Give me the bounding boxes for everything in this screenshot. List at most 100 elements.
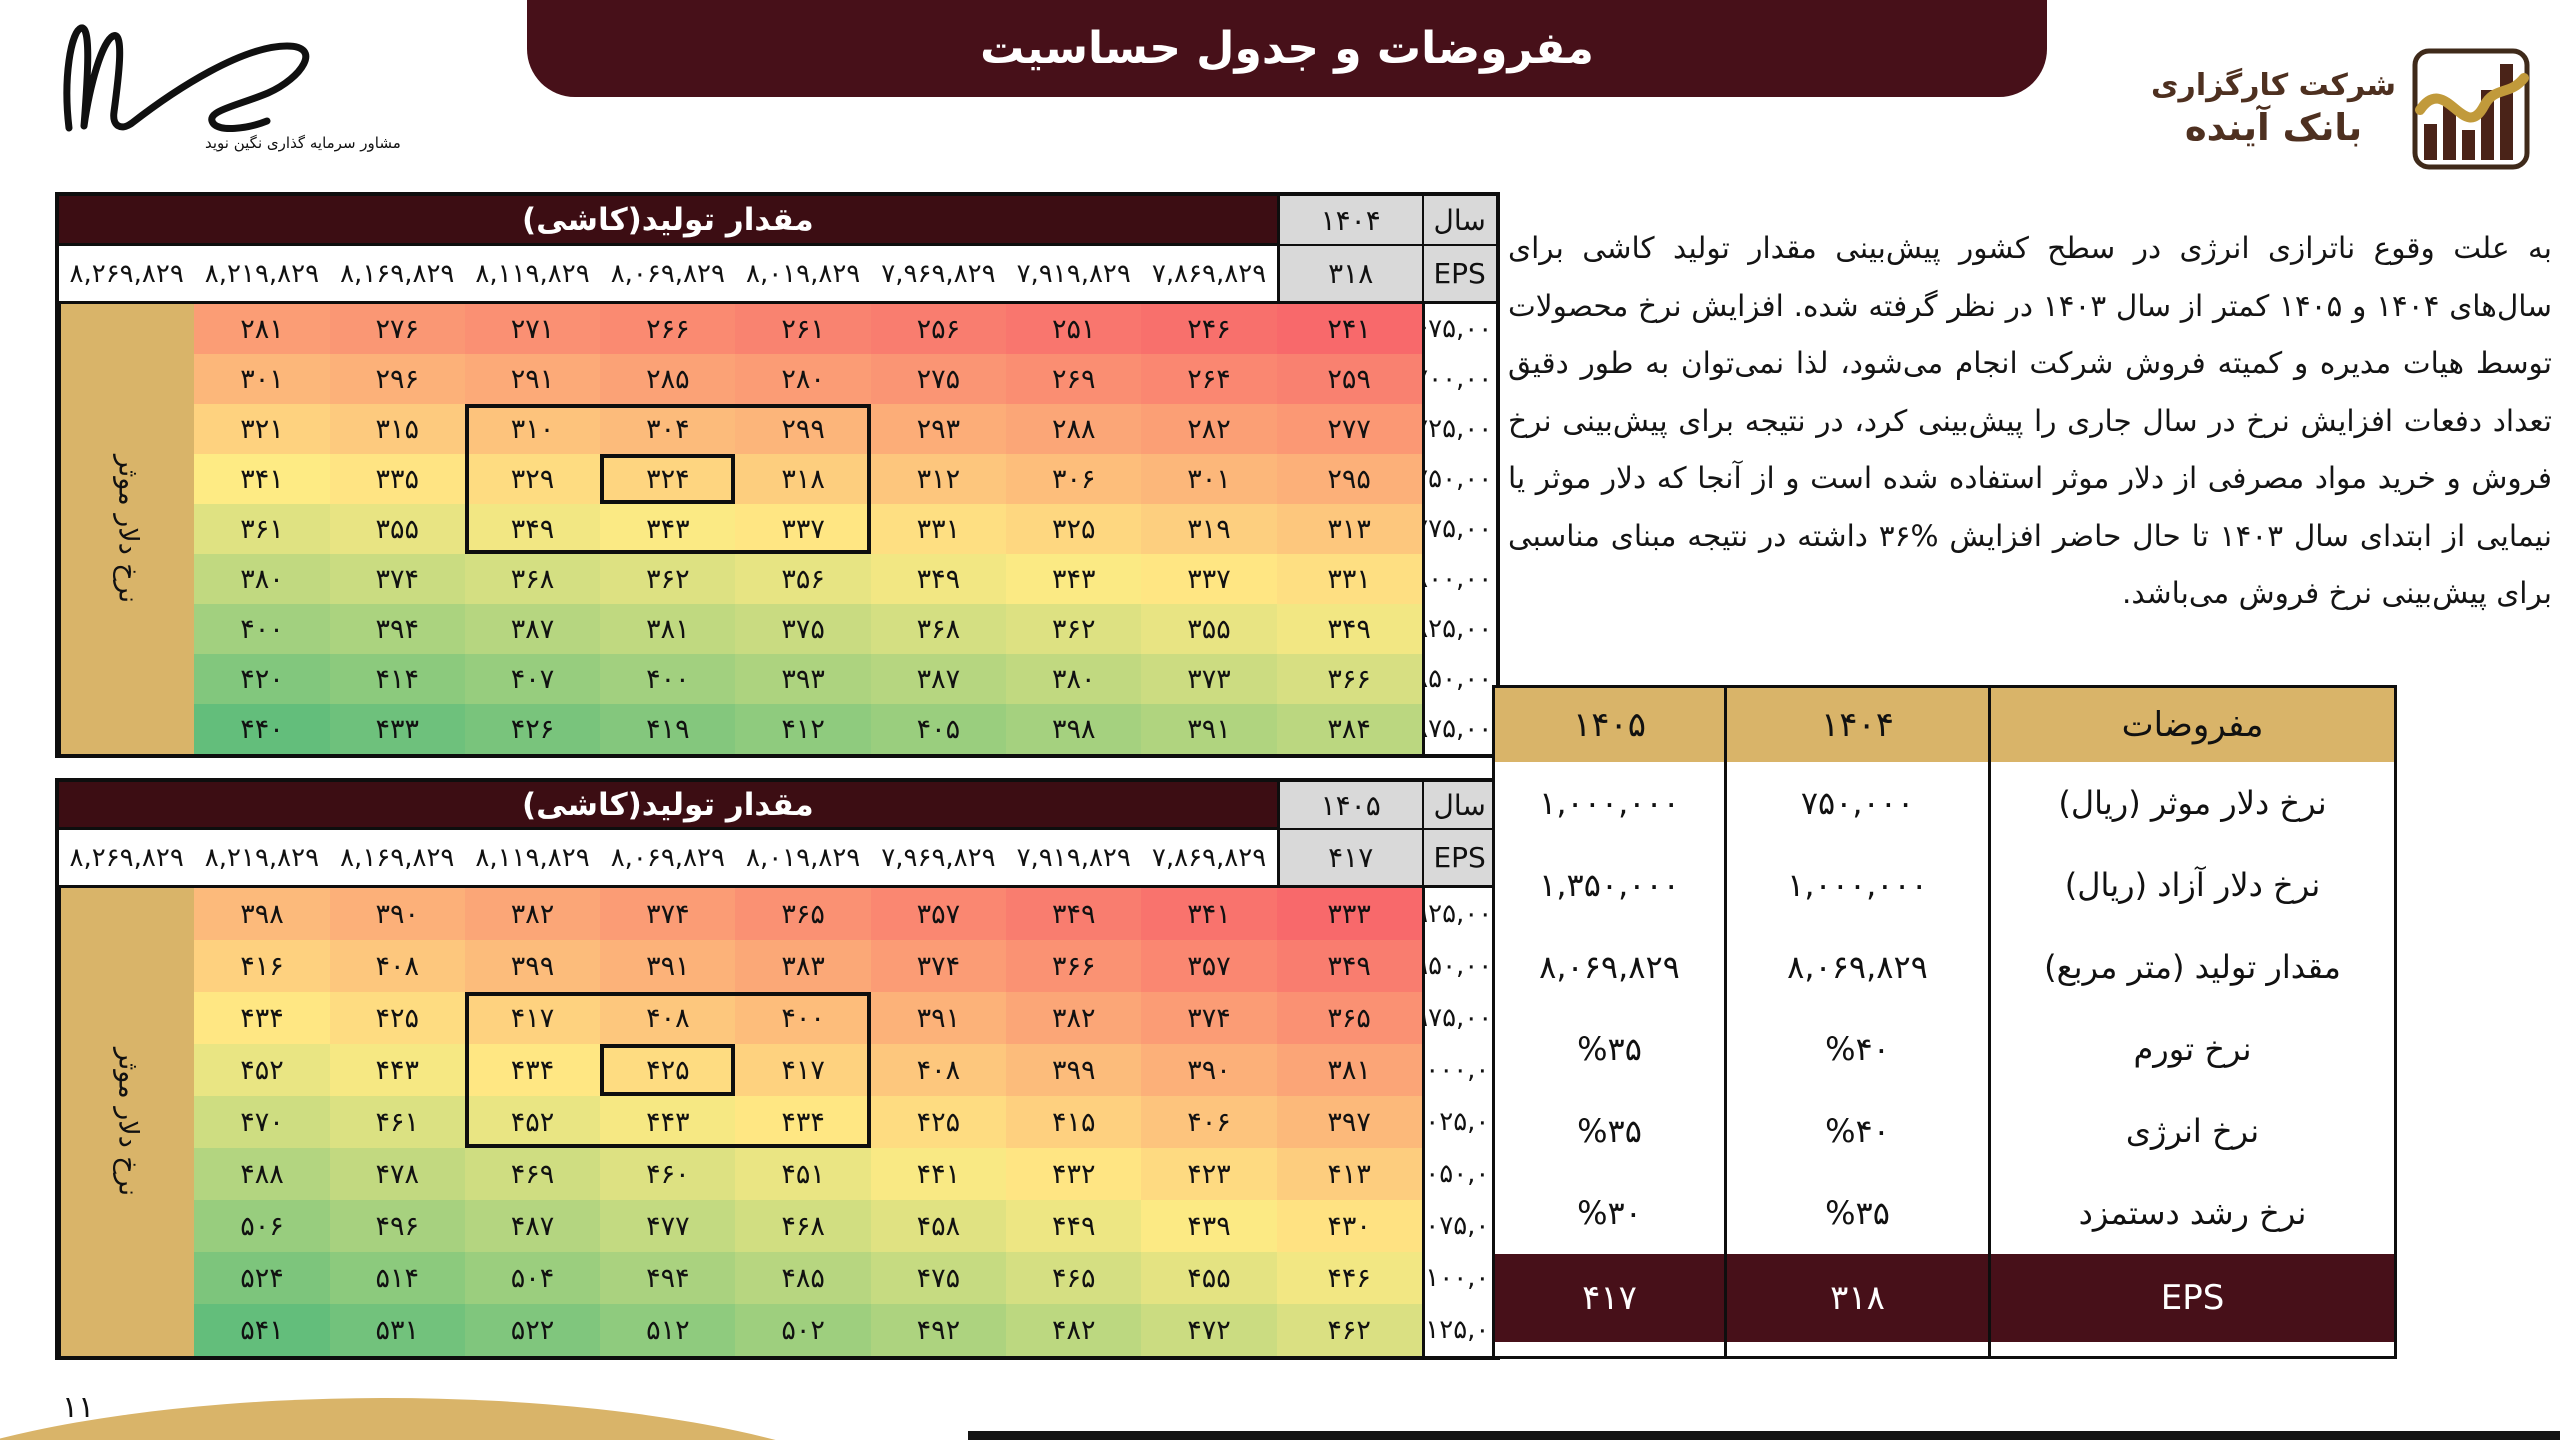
heatmap-cell: ۳۹۱ xyxy=(1141,704,1277,754)
heatmap-cell: ۴۱۲ xyxy=(735,704,871,754)
heatmap-cell: ۳۸۴ xyxy=(1276,704,1422,754)
heatmap-cell: ۴۳۴ xyxy=(735,1096,871,1148)
heatmap-cell: ۳۴۹ xyxy=(1276,604,1422,654)
heatmap-cell: ۴۱۷ xyxy=(735,1044,871,1096)
heatmap-cell: ۳۷۴ xyxy=(870,940,1007,992)
heatmap-cell: ۴۰۶ xyxy=(1141,1096,1277,1148)
broker-barchart-icon xyxy=(2412,48,2530,170)
heatmap-cell: ۳۶۵ xyxy=(735,888,871,940)
heatmap-cell: ۴۸۵ xyxy=(735,1252,871,1304)
heatmap-cell: ۴۱۹ xyxy=(600,704,736,754)
heatmap-cell: ۴۶۰ xyxy=(600,1148,736,1200)
heatmap-cell: ۴۷۸ xyxy=(329,1148,465,1200)
eps-value: ۳۱۸ xyxy=(1276,246,1422,304)
heatmap-cell: ۳۷۴ xyxy=(1141,992,1277,1044)
heatmap-cell: ۲۹۵ xyxy=(1276,454,1422,504)
eps-value: ۴۱۷ xyxy=(1276,830,1422,888)
production-header-cell: ۸,۱۶۹,۸۲۹ xyxy=(329,246,465,304)
page-number: ۱۱ xyxy=(62,1390,95,1425)
heatmap-cell: ۴۵۵ xyxy=(1141,1252,1277,1304)
heatmap-cell: ۴۸۷ xyxy=(464,1200,601,1252)
heatmap-cell: ۲۸۰ xyxy=(735,354,871,404)
dollar-rate-cell: ۹۷۵,۰۰۰ xyxy=(1421,992,1496,1044)
analysis-paragraph: به علت وقوع ناترازی انرژی در سطح کشور پی… xyxy=(1508,231,2552,611)
production-header-cell: ۷,۹۶۹,۸۲۹ xyxy=(870,246,1007,304)
heatmap-cell: ۴۳۹ xyxy=(1141,1200,1277,1252)
heatmap-cell: ۲۶۶ xyxy=(600,304,736,354)
heatmap-cell: ۳۹۸ xyxy=(1006,704,1142,754)
filler-cell xyxy=(1988,1342,2394,1356)
broker-logo: شرکت کارگزاری بانک آینده xyxy=(2151,48,2530,170)
heatmap-cell: ۵۰۲ xyxy=(735,1304,871,1356)
heatmap-cell: ۳۳۵ xyxy=(329,454,465,504)
heatmap-cell: ۳۸۷ xyxy=(870,654,1007,704)
assumption-label: نرخ انرژی xyxy=(1988,1090,2394,1172)
heatmap-cell: ۴۴۰ xyxy=(194,704,330,754)
heatmap-cell: ۳۶۵ xyxy=(1276,992,1422,1044)
broker-logo-text: شرکت کارگزاری بانک آینده xyxy=(2151,67,2396,151)
heatmap-cell: ۳۸۲ xyxy=(1006,992,1142,1044)
heatmap-cell: ۳۹۰ xyxy=(1141,1044,1277,1096)
heatmap-cell: ۴۱۴ xyxy=(329,654,465,704)
assumptions-header-cell: ۱۴۰۵ xyxy=(1495,688,1724,762)
heatmap-cell: ۵۴۱ xyxy=(194,1304,330,1356)
heatmap-cell: ۲۷۶ xyxy=(329,304,465,354)
heatmap-cell: ۳۸۳ xyxy=(735,940,871,992)
heatmap-cell: ۳۴۹ xyxy=(1276,940,1422,992)
heatmap-cell: ۳۳۱ xyxy=(1276,554,1422,604)
dollar-rate-band: نرخ دلار موثر xyxy=(59,304,195,754)
production-title: مقدار تولید(کاشی) xyxy=(59,782,1277,830)
heatmap-cell: ۴۳۰ xyxy=(1276,1200,1422,1252)
heatmap-cell: ۳۹۱ xyxy=(870,992,1007,1044)
assumption-value-1405: %۳۵ xyxy=(1577,1112,1642,1150)
heatmap-cell: ۳۳۷ xyxy=(1141,554,1277,604)
heatmap-cell: ۴۱۷ xyxy=(464,992,601,1044)
page-title: مفروضات و جدول حساسیت xyxy=(980,23,1594,74)
heatmap-cell: ۴۹۶ xyxy=(329,1200,465,1252)
heatmap-cell: ۴۹۴ xyxy=(600,1252,736,1304)
heatmap-cell: ۴۴۶ xyxy=(1276,1252,1422,1304)
dollar-rate-cell: ۷۲۵,۰۰۰ xyxy=(1421,404,1496,454)
assumption-label: نرخ دلار موثر (ریال) xyxy=(1988,762,2394,844)
year-value: ۱۴۰۵ xyxy=(1276,782,1422,830)
eps-footer-1405: ۴۱۷ xyxy=(1495,1254,1724,1342)
heatmap-cell: ۲۵۶ xyxy=(870,304,1007,354)
heatmap-cell: ۳۹۴ xyxy=(329,604,465,654)
production-header-cell: ۸,۰۶۹,۸۲۹ xyxy=(600,830,736,888)
heatmap-cell: ۴۱۶ xyxy=(194,940,330,992)
dollar-rate-band-label: نرخ دلار موثر xyxy=(112,454,144,604)
broker-name-line2: بانک آینده xyxy=(2184,105,2363,149)
heatmap-cell: ۳۶۱ xyxy=(194,504,330,554)
heatmap-cell: ۲۵۹ xyxy=(1276,354,1422,404)
dollar-rate-cell: ۶۷۵,۰۰۰ xyxy=(1421,304,1496,354)
heatmap-cell: ۴۳۴ xyxy=(194,992,330,1044)
dollar-rate-cell: ۱,۱۰۰,۰۰۰ xyxy=(1421,1252,1496,1304)
heatmap-cell: ۴۴۱ xyxy=(870,1148,1007,1200)
heatmap-cell: ۴۱۵ xyxy=(1006,1096,1142,1148)
heatmap-cell: ۲۹۶ xyxy=(329,354,465,404)
filler-cell xyxy=(1724,1342,1988,1356)
heatmap-cell: ۵۲۴ xyxy=(194,1252,330,1304)
heatmap-cell: ۳۹۱ xyxy=(600,940,736,992)
heatmap-cell: ۴۶۸ xyxy=(735,1200,871,1252)
assumption-value-1404: %۴۰ xyxy=(1724,1008,1988,1090)
assumption-value-1405: %۳۰ xyxy=(1577,1194,1642,1232)
heatmap-cell: ۲۷۷ xyxy=(1276,404,1422,454)
heatmap-cell: ۳۸۱ xyxy=(600,604,736,654)
heatmap-cell: ۳۶۲ xyxy=(600,554,736,604)
assumptions-table: ۱۴۰۵ ۱۴۰۴ مفروضات ۱,۰۰۰,۰۰۰ ۷۵۰,۰۰۰ نرخ دلار … xyxy=(1492,685,2397,1359)
production-title: مقدار تولید(کاشی) xyxy=(59,196,1277,246)
title-bar: مفروضات و جدول حساسیت xyxy=(527,0,2047,97)
heatmap-cell: ۳۹۸ xyxy=(194,888,330,940)
heatmap-cell: ۳۲۹ xyxy=(464,454,601,504)
production-header-cell: ۸,۰۱۹,۸۲۹ xyxy=(735,246,871,304)
dollar-rate-cell: ۹۲۵,۰۰۰ xyxy=(1421,888,1496,940)
heatmap-cell: ۴۰۰ xyxy=(600,654,736,704)
heatmap-cell: ۴۲۳ xyxy=(1141,1148,1277,1200)
heatmap-cell: ۴۶۱ xyxy=(329,1096,465,1148)
heatmap-cell: ۴۹۲ xyxy=(870,1304,1007,1356)
production-header-cell: ۷,۹۱۹,۸۲۹ xyxy=(1006,830,1142,888)
dollar-rate-cell: ۱,۱۲۵,۰۰۰ xyxy=(1421,1304,1496,1356)
heatmap-cell: ۳۳۱ xyxy=(870,504,1007,554)
assumption-value-1404: %۴۰ xyxy=(1724,1090,1988,1172)
